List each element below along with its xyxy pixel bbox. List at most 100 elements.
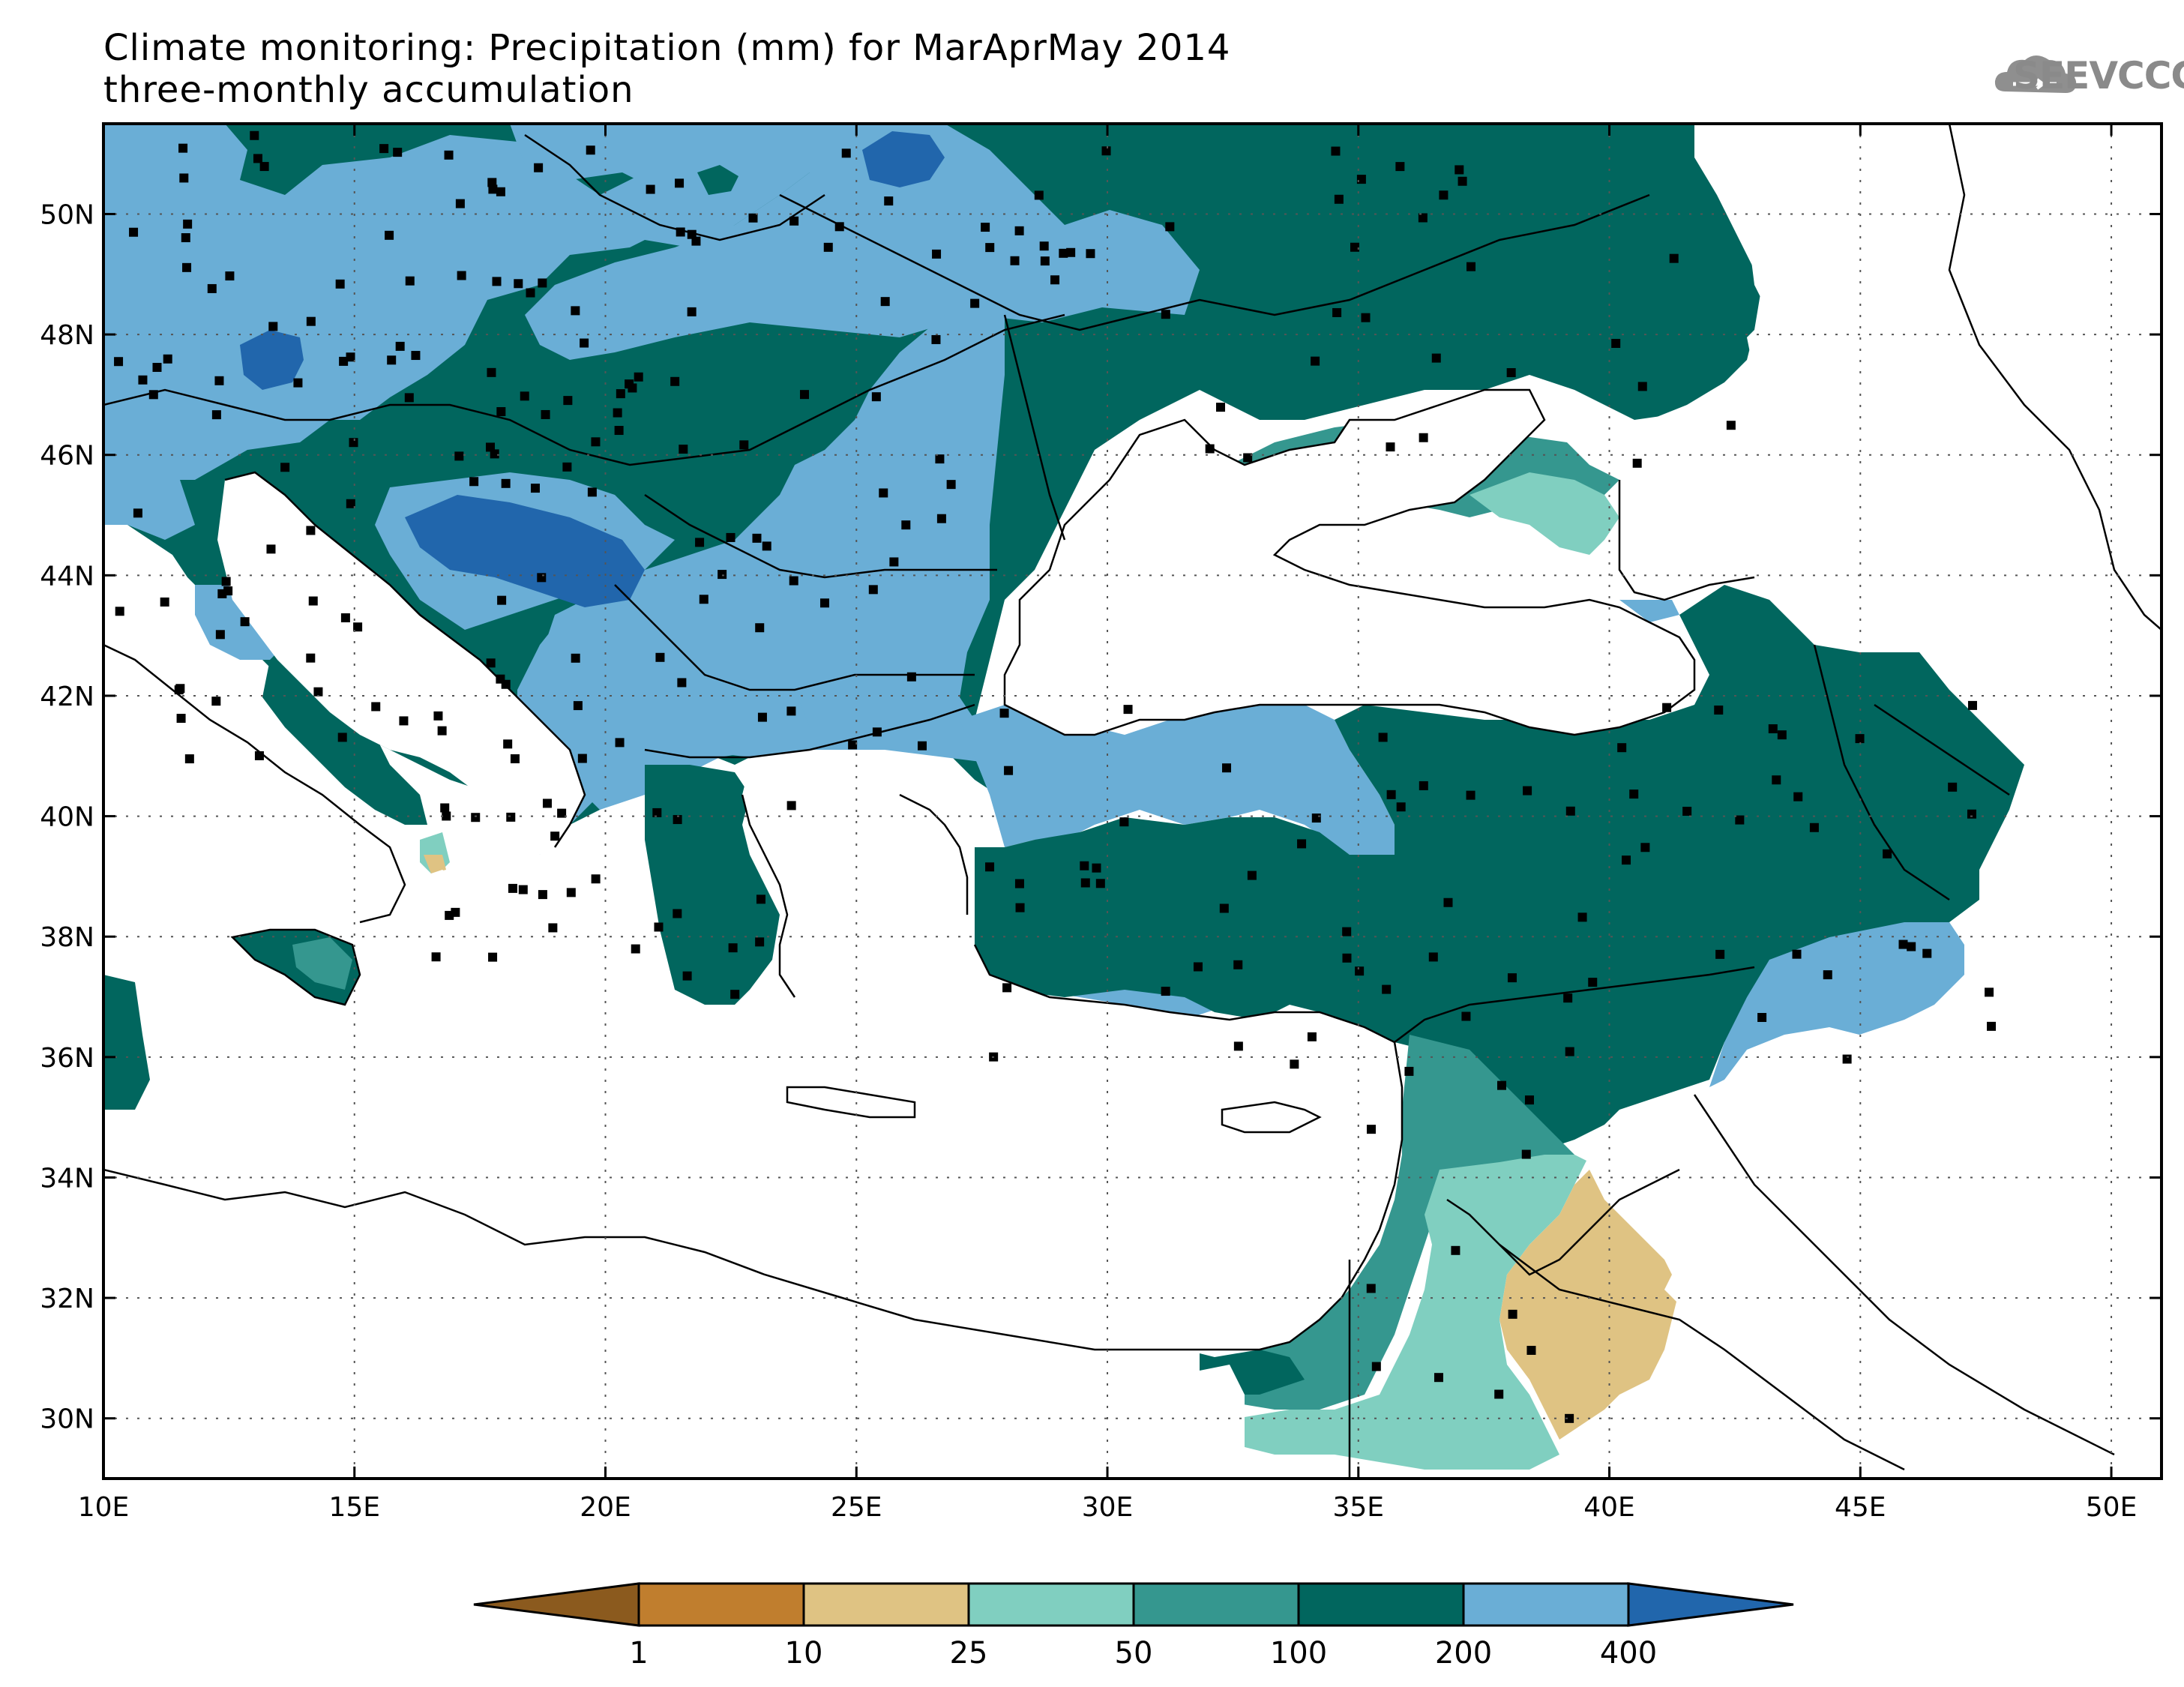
lat-tick-label: 48N xyxy=(40,320,94,351)
station-marker xyxy=(1985,987,1994,997)
station-marker xyxy=(695,538,705,547)
station-marker xyxy=(901,520,911,530)
station-marker xyxy=(346,352,355,362)
station-marker xyxy=(437,726,447,736)
station-marker xyxy=(215,630,225,640)
station-marker xyxy=(1948,782,1958,792)
station-marker xyxy=(1355,966,1365,976)
station-marker xyxy=(492,277,502,286)
station-marker xyxy=(739,440,749,450)
station-marker xyxy=(631,944,640,954)
station-marker xyxy=(1640,843,1650,852)
station-marker xyxy=(115,607,124,616)
station-marker xyxy=(1307,1032,1317,1041)
station-marker xyxy=(337,733,347,742)
station-marker xyxy=(250,130,259,140)
station-marker xyxy=(999,709,1009,718)
station-marker xyxy=(655,652,665,662)
station-marker xyxy=(577,754,587,763)
station-marker xyxy=(1823,970,1832,980)
station-marker xyxy=(755,937,765,947)
station-marker xyxy=(699,595,709,604)
station-marker xyxy=(634,372,643,382)
station-marker xyxy=(1378,733,1388,742)
station-marker xyxy=(573,701,583,711)
colorbar-segment xyxy=(802,1582,970,1627)
station-marker xyxy=(1193,962,1203,972)
station-marker xyxy=(1311,814,1321,823)
station-marker xyxy=(530,484,540,493)
station-marker xyxy=(1768,724,1778,734)
station-marker xyxy=(211,410,221,420)
station-marker xyxy=(985,243,995,253)
station-marker xyxy=(1034,190,1044,200)
precipitation-field xyxy=(103,124,2162,1479)
station-marker xyxy=(550,832,560,841)
station-marker xyxy=(1506,368,1516,378)
station-marker xyxy=(469,477,479,487)
lat-tick-label: 40N xyxy=(40,802,94,833)
station-marker xyxy=(488,184,498,194)
station-marker xyxy=(687,307,697,316)
station-marker xyxy=(174,685,184,695)
station-marker xyxy=(179,173,189,183)
station-marker xyxy=(487,367,496,377)
colorbar-segment xyxy=(637,1582,805,1627)
station-marker xyxy=(1922,948,1932,958)
station-marker xyxy=(932,249,942,259)
station-marker xyxy=(486,658,496,668)
station-marker xyxy=(214,376,224,385)
station-marker xyxy=(571,306,580,316)
station-marker xyxy=(254,751,264,760)
station-marker xyxy=(1632,458,1642,468)
station-marker xyxy=(1222,763,1232,773)
station-marker xyxy=(306,316,316,326)
station-marker xyxy=(728,943,738,953)
station-marker xyxy=(571,653,580,663)
station-marker xyxy=(253,154,262,163)
station-marker xyxy=(148,390,158,400)
station-marker xyxy=(1297,839,1307,849)
station-marker xyxy=(538,890,547,900)
station-marker xyxy=(789,216,799,226)
station-marker xyxy=(268,322,278,331)
station-marker xyxy=(823,242,833,252)
station-marker xyxy=(1524,1095,1534,1105)
station-marker xyxy=(1792,949,1802,959)
station-marker xyxy=(183,219,193,229)
lat-tick-label: 50N xyxy=(40,199,94,230)
station-marker xyxy=(1772,775,1781,785)
station-marker xyxy=(841,148,851,158)
station-marker xyxy=(646,184,655,194)
station-marker xyxy=(1466,262,1476,271)
station-marker xyxy=(981,223,990,232)
colorbar-segment xyxy=(1462,1582,1630,1627)
station-marker xyxy=(487,178,497,187)
station-marker xyxy=(353,622,363,632)
station-marker xyxy=(789,576,798,586)
station-marker xyxy=(223,586,233,596)
station-marker xyxy=(1457,176,1467,186)
station-marker xyxy=(1014,879,1024,888)
station-marker xyxy=(445,910,454,920)
lon-tick-label: 15E xyxy=(328,1492,380,1523)
station-marker xyxy=(488,952,498,962)
station-marker xyxy=(673,909,682,918)
station-marker xyxy=(1332,307,1342,317)
station-marker xyxy=(880,297,890,307)
station-marker xyxy=(1216,403,1226,412)
lon-tick-label: 35E xyxy=(1332,1492,1384,1523)
station-marker xyxy=(335,279,345,289)
station-marker xyxy=(1014,226,1024,235)
map-title: Climate monitoring: Precipitation (mm) f… xyxy=(103,27,1231,69)
map-subtitle: three-monthly accumulation xyxy=(103,69,634,111)
station-marker xyxy=(1356,175,1366,184)
station-marker xyxy=(613,408,622,418)
station-marker xyxy=(176,714,186,724)
station-marker xyxy=(1431,353,1441,363)
station-marker xyxy=(1371,1362,1381,1371)
station-marker xyxy=(675,178,685,188)
station-marker xyxy=(538,278,547,288)
station-marker xyxy=(676,227,685,237)
colorbar-segment-below xyxy=(473,1582,640,1627)
